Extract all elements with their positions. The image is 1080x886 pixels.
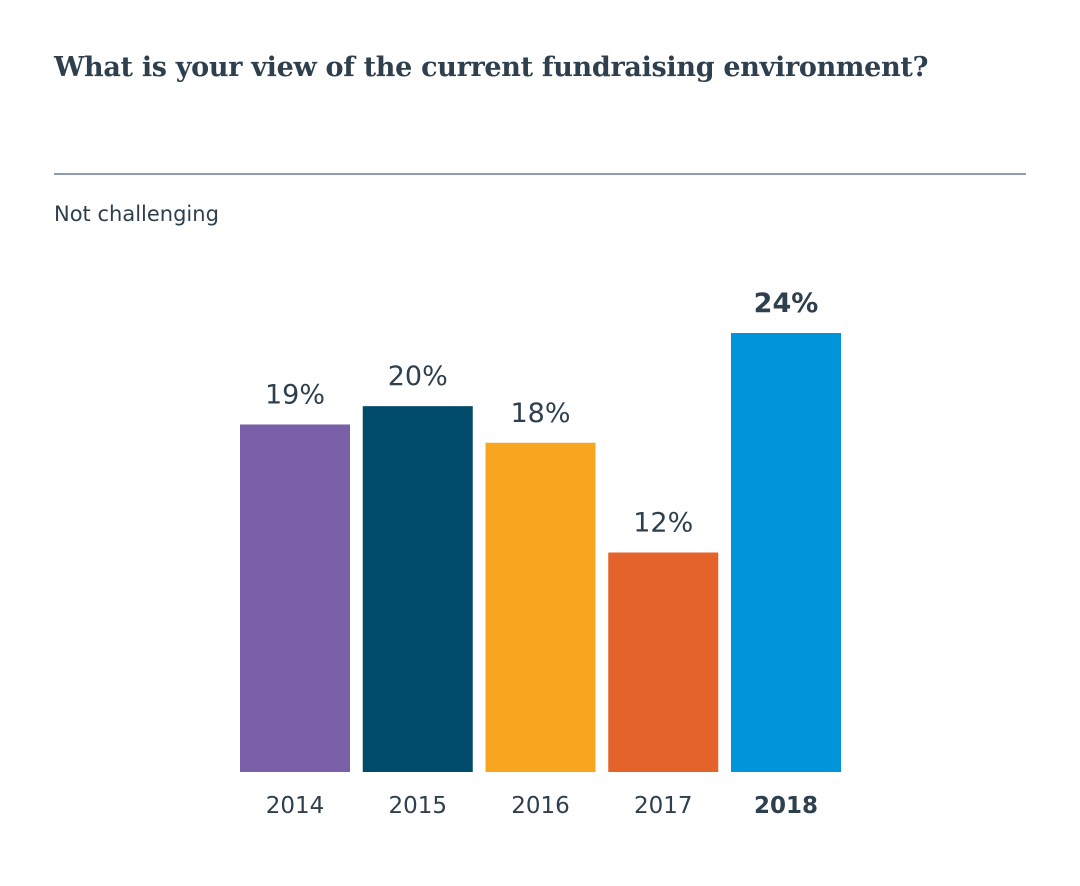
bar-2014: [240, 424, 350, 772]
x-tick-2018: 2018: [754, 793, 818, 819]
x-tick-2016: 2016: [511, 793, 570, 819]
data-label-2016: 18%: [510, 398, 570, 429]
chart-subtitle: Not challenging: [54, 202, 219, 226]
bar-2018: [731, 333, 841, 772]
chart-title: What is your view of the current fundrai…: [54, 52, 929, 83]
x-tick-2017: 2017: [634, 793, 693, 819]
x-tick-2015: 2015: [388, 793, 447, 819]
bar-2015: [362, 406, 473, 772]
bar-2017: [608, 552, 719, 772]
data-label-2015: 20%: [388, 361, 448, 392]
x-tick-2014: 2014: [266, 793, 325, 819]
data-label-2017: 12%: [633, 508, 693, 539]
data-label-2014: 19%: [265, 379, 325, 410]
data-label-2018: 24%: [754, 288, 819, 319]
title-divider: [54, 173, 1026, 175]
bar-2016: [485, 442, 596, 772]
